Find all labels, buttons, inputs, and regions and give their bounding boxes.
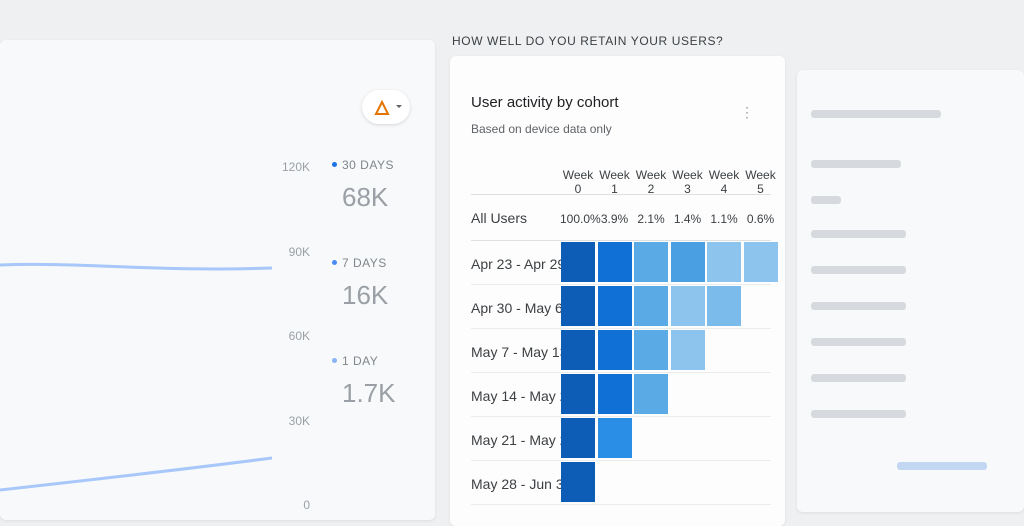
- cohort-cell: [561, 330, 595, 370]
- row-label: May 7 - May 13: [471, 344, 568, 360]
- retention-value: 2.1%: [637, 212, 665, 226]
- y-tick-label: 0: [303, 498, 310, 512]
- row-divider: [471, 284, 771, 285]
- stat-label: 30 DAYS: [342, 158, 394, 172]
- row-label: May 14 - May 20: [471, 388, 576, 404]
- row-label: All Users: [471, 210, 528, 226]
- row-label: Apr 23 - Apr 29: [471, 256, 566, 272]
- placeholder: [811, 266, 906, 274]
- section-heading: HOW WELL DO YOU RETAIN YOUR USERS?: [452, 34, 724, 48]
- placeholder: [897, 462, 987, 470]
- retention-value: 1.1%: [710, 212, 738, 226]
- retention-value: 3.9%: [600, 212, 629, 226]
- cohort-cell: [597, 374, 632, 414]
- stat-value: 16K: [342, 280, 389, 310]
- stat-value: 68K: [342, 182, 389, 212]
- row-divider: [471, 328, 771, 329]
- cohort-cell: [670, 330, 705, 370]
- side-panel: [797, 70, 1024, 512]
- card-subtitle: Based on device data only: [471, 122, 612, 136]
- cohort-cell: [561, 242, 595, 282]
- placeholder: [811, 410, 906, 418]
- legend-dot: [332, 260, 337, 265]
- legend-dot: [332, 162, 337, 167]
- row-divider: [471, 460, 771, 461]
- cohort-cell: [743, 242, 778, 282]
- placeholder: [811, 302, 906, 310]
- cohort-cell: [670, 242, 705, 282]
- row-divider: [471, 416, 771, 417]
- legend-dot: [332, 358, 337, 363]
- overview-panel: 120K 90K 60K 30K 0 30 DAYS 68K 7 DAYS 16K 1 DAY 1…: [0, 40, 435, 520]
- cohort-cell: [707, 286, 741, 326]
- cohort-cell: [561, 462, 595, 502]
- cohort-cell: [597, 330, 632, 370]
- divider: [471, 240, 771, 241]
- alert-icon: [374, 99, 402, 115]
- divider: [471, 194, 771, 195]
- stat-value: 1.7K: [342, 378, 396, 408]
- cohort-cell: [561, 374, 595, 414]
- page: 120K 90K 60K 30K 0 30 DAYS 68K 7 DAYS 16K 1 DAY 1…: [0, 34, 1024, 526]
- cohort-cell: [707, 242, 741, 282]
- column-header: Week 3: [672, 168, 703, 196]
- placeholder: [811, 160, 901, 168]
- row-label: May 28 - Jun 3: [471, 476, 564, 492]
- cohort-cell: [634, 330, 668, 370]
- cohort-card: User activity by cohort Based on device …: [450, 56, 785, 526]
- placeholder: [811, 196, 841, 204]
- stat-label: 1 DAY: [342, 354, 379, 368]
- line-chart: [0, 262, 273, 492]
- column-header: Week 0: [562, 168, 594, 196]
- column-header: Week 4: [708, 168, 740, 196]
- row-divider: [471, 504, 771, 505]
- stat-label: 7 DAYS: [342, 256, 387, 270]
- cohort-cell: [561, 286, 595, 326]
- placeholder: [811, 338, 906, 346]
- menu-button[interactable]: ⋮: [740, 104, 754, 120]
- card-title: User activity by cohort: [471, 94, 619, 111]
- retention-value: 100.0%: [560, 212, 601, 226]
- y-tick-label: 120K: [281, 160, 310, 174]
- placeholder: [811, 110, 941, 118]
- alert-button[interactable]: [362, 90, 410, 124]
- cohort-cell: [634, 374, 668, 414]
- cohort-cell: [634, 242, 668, 282]
- cohort-cell: [670, 286, 705, 326]
- retention-value: 0.6%: [746, 212, 775, 226]
- placeholder: [811, 230, 906, 238]
- y-tick-label: 60K: [288, 329, 310, 343]
- column-header: Week 5: [745, 168, 776, 196]
- cohort-cell: [597, 242, 632, 282]
- column-header: Week 2: [635, 168, 667, 196]
- retention-value: 1.4%: [673, 212, 702, 226]
- row-label: May 21 - May 27: [471, 432, 576, 448]
- row-divider: [471, 372, 771, 373]
- row-label: Apr 30 - May 6: [471, 300, 563, 316]
- cohort-cell: [597, 286, 632, 326]
- column-header: Week 1: [599, 168, 630, 196]
- placeholder: [811, 374, 906, 382]
- y-tick-label: 90K: [288, 244, 310, 259]
- cohort-cell: [634, 286, 668, 326]
- cohort-cell: [561, 418, 595, 458]
- cohort-cell: [597, 418, 632, 458]
- y-tick-label: 30K: [288, 413, 310, 428]
